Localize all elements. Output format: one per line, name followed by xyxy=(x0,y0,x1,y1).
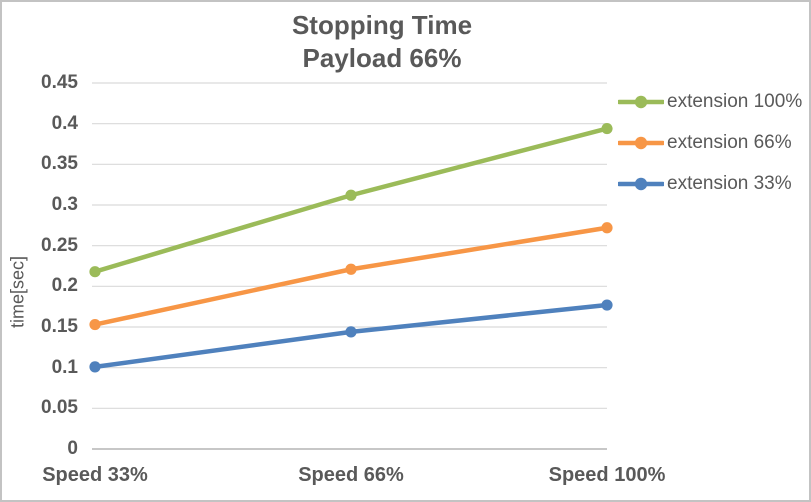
chart-legend: extension 100% extension 66% extension 33% xyxy=(618,91,802,214)
data-point xyxy=(345,189,357,201)
data-point xyxy=(345,326,357,338)
legend-item: extension 33% xyxy=(618,173,802,194)
data-point xyxy=(601,122,613,135)
y-tick-label: 0.4 xyxy=(51,112,78,134)
legend-label: extension 66% xyxy=(667,131,792,153)
series-line-extension-66- xyxy=(92,225,610,327)
x-tick-label: Speed 66% xyxy=(298,464,404,486)
data-point xyxy=(601,299,613,311)
legend-item: extension 100% xyxy=(618,91,802,112)
data-point xyxy=(89,266,101,278)
y-tick-label: 0.05 xyxy=(41,397,78,419)
y-tick-label: 0.1 xyxy=(51,356,78,378)
chart-title-line-2: Payload 66% xyxy=(302,43,462,73)
legend-marker-icon xyxy=(618,177,664,190)
data-point xyxy=(601,222,613,234)
chart-title: Stopping Time Payload 66% xyxy=(2,9,762,75)
y-tick-label: 0.25 xyxy=(41,234,78,256)
y-tick-label: 0.3 xyxy=(51,194,78,215)
x-tick-label: Speed 100% xyxy=(548,464,666,486)
legend-item: extension 66% xyxy=(618,132,802,153)
data-point xyxy=(345,263,357,275)
legend-label: extension 33% xyxy=(667,172,792,194)
y-tick-label: 0.15 xyxy=(41,316,78,337)
data-point xyxy=(89,318,101,331)
legend-marker-icon xyxy=(618,136,664,149)
y-tick-label: 0 xyxy=(67,438,78,459)
x-tick-label: Speed 33% xyxy=(42,464,148,486)
y-tick-label: 0.2 xyxy=(51,275,78,297)
y-tick-label: 0.45 xyxy=(41,72,78,93)
chart-title-line-1: Stopping Time xyxy=(291,10,473,40)
legend-marker-icon xyxy=(618,95,664,108)
data-point xyxy=(89,361,101,373)
y-tick-label: 0.35 xyxy=(41,153,78,175)
legend-label: extension 100% xyxy=(667,90,803,112)
